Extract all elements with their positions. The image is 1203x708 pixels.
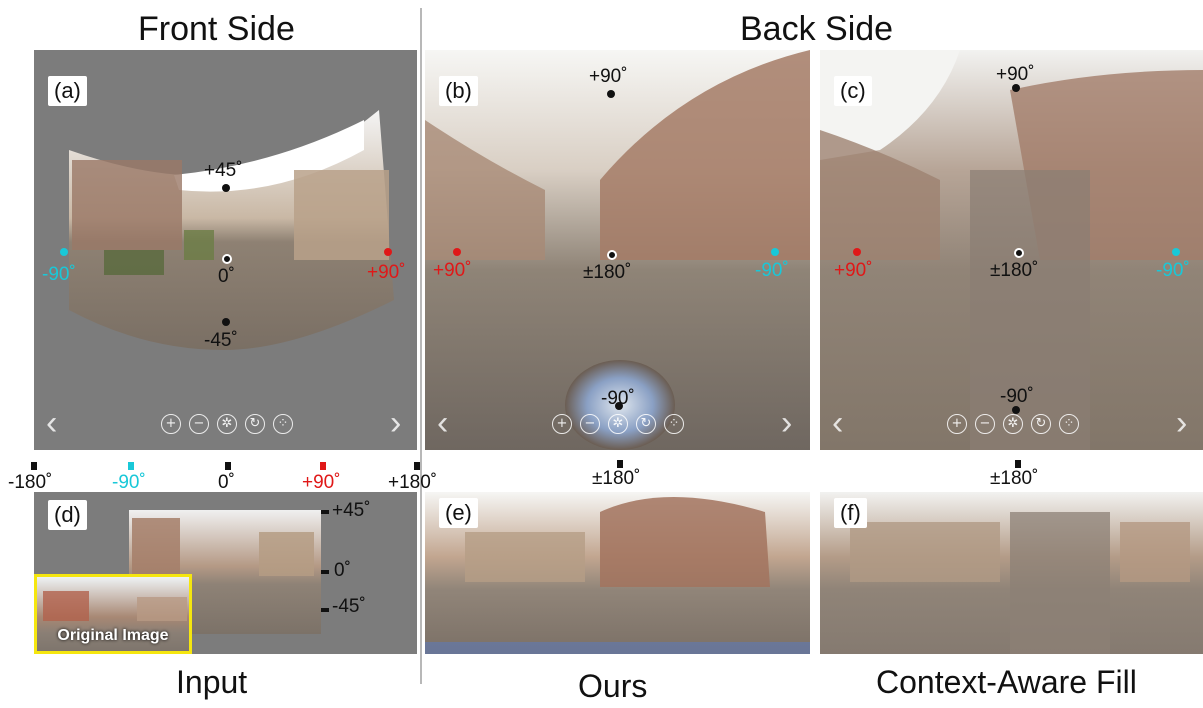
caption-context-aware-fill: Context-Aware Fill — [876, 664, 1137, 700]
panel-a-scene — [69, 110, 394, 350]
zoom-out-icon[interactable]: − — [580, 414, 600, 434]
center-icon[interactable]: ✲ — [608, 414, 628, 434]
rotate-icon[interactable]: ↻ — [245, 414, 265, 434]
panel-b-label-right: -90˚ — [755, 260, 789, 281]
panel-a-prev-button[interactable]: ‹ — [46, 404, 58, 442]
panel-b-dot-right — [771, 248, 779, 256]
panel-b-label-center: ±180˚ — [583, 262, 632, 283]
panel-b-controls: + − ✲ ↻ ⁘ — [552, 414, 684, 434]
panel-a-label-right: +90˚ — [367, 262, 406, 283]
panel-c-dot-left — [853, 248, 861, 256]
panel-b-label-bottom: -90˚ — [601, 388, 635, 409]
original-image-scene — [37, 577, 189, 651]
vaxis-label-p45: +45˚ — [332, 500, 371, 521]
panel-f-tag: (f) — [834, 498, 867, 528]
panel-c-prev-button[interactable]: ‹ — [832, 404, 844, 442]
panel-c-label-top: +90˚ — [996, 64, 1035, 85]
panel-b-tag: (b) — [439, 76, 478, 106]
axis-tick-p90 — [320, 462, 326, 470]
panel-c-label-center: ±180˚ — [990, 260, 1039, 281]
axis-label-p90: +90˚ — [302, 472, 341, 493]
panel-f: (f) — [820, 492, 1203, 654]
panel-c-label-bottom: -90˚ — [1000, 386, 1034, 407]
panel-f-top-label: ±180˚ — [990, 468, 1039, 489]
panel-a-dot-bottom — [222, 318, 230, 326]
panel-c-controls: + − ✲ ↻ ⁘ — [947, 414, 1079, 434]
front-side-heading: Front Side — [138, 10, 295, 48]
panel-e-tag: (e) — [439, 498, 478, 528]
zoom-in-icon[interactable]: + — [552, 414, 572, 434]
rotate-icon[interactable]: ↻ — [1031, 414, 1051, 434]
panel-d: (d) +45˚ 0˚ -45˚ Original Image — [34, 492, 417, 654]
fullscreen-icon[interactable]: ⁘ — [664, 414, 684, 434]
zoom-in-icon[interactable]: + — [161, 414, 181, 434]
panel-b-prev-button[interactable]: ‹ — [437, 404, 449, 442]
panel-c-next-button[interactable]: › — [1176, 404, 1188, 442]
vaxis-label-m45: -45˚ — [332, 596, 366, 617]
panel-f-scene — [820, 492, 1203, 654]
panel-c-dot-center — [1014, 248, 1024, 258]
fullscreen-icon[interactable]: ⁘ — [273, 414, 293, 434]
vaxis-tick-zero — [321, 570, 329, 574]
zoom-out-icon[interactable]: − — [975, 414, 995, 434]
original-image-thumbnail: Original Image — [34, 574, 192, 654]
axis-label-zero: 0˚ — [218, 472, 235, 493]
caption-ours: Ours — [578, 668, 648, 704]
rotate-icon[interactable]: ↻ — [636, 414, 656, 434]
panel-b-dot-center — [607, 250, 617, 260]
panel-e-scene — [425, 492, 810, 654]
panel-b-scene — [425, 50, 810, 450]
panel-e-top-tick — [617, 460, 623, 468]
axis-tick-p180 — [414, 462, 420, 470]
panel-e-top-label: ±180˚ — [592, 468, 641, 489]
divider-line — [420, 8, 422, 684]
panel-b-label-left: +90˚ — [433, 260, 472, 281]
panel-b: (b) +90˚ ±180˚ +90˚ -90˚ -90˚ ‹ › + − ✲ … — [425, 50, 810, 450]
panel-c-dot-right — [1172, 248, 1180, 256]
panel-c-dot-top — [1012, 84, 1020, 92]
axis-label-m180: -180˚ — [8, 472, 53, 493]
original-image-label: Original Image — [57, 627, 169, 644]
panel-c-dot-bottom — [1012, 406, 1020, 414]
panel-b-dot-top — [607, 90, 615, 98]
panel-b-next-button[interactable]: › — [781, 404, 793, 442]
panel-a-dot-right — [384, 248, 392, 256]
panel-a-dot-center — [222, 254, 232, 264]
panel-a: (a) +45˚ 0˚ -45˚ -90˚ +90˚ ‹ › + − ✲ ↻ ⁘ — [34, 50, 417, 450]
fullscreen-icon[interactable]: ⁘ — [1059, 414, 1079, 434]
axis-label-m90: -90˚ — [112, 472, 146, 493]
panel-d-tag: (d) — [48, 500, 87, 530]
panel-a-next-button[interactable]: › — [390, 404, 402, 442]
panel-c: (c) +90˚ ±180˚ +90˚ -90˚ -90˚ ‹ › + − ✲ … — [820, 50, 1203, 450]
axis-tick-m90 — [128, 462, 134, 470]
panel-a-controls: + − ✲ ↻ ⁘ — [161, 414, 293, 434]
panel-c-label-left: +90˚ — [834, 260, 873, 281]
axis-tick-zero — [225, 462, 231, 470]
panel-b-dot-left — [453, 248, 461, 256]
caption-input: Input — [176, 664, 248, 700]
panel-a-tag: (a) — [48, 76, 87, 106]
back-side-heading: Back Side — [740, 10, 894, 48]
panel-e: (e) — [425, 492, 810, 654]
panel-a-label-left: -90˚ — [42, 264, 76, 285]
panel-b-dot-bottom — [615, 402, 623, 410]
vaxis-label-zero: 0˚ — [334, 560, 351, 581]
axis-tick-m180 — [31, 462, 37, 470]
vaxis-tick-m45 — [321, 608, 329, 612]
zoom-out-icon[interactable]: − — [189, 414, 209, 434]
center-icon[interactable]: ✲ — [217, 414, 237, 434]
panel-c-label-right: -90˚ — [1156, 260, 1190, 281]
panel-a-label-top: +45˚ — [204, 160, 243, 181]
panel-b-label-top: +90˚ — [589, 66, 628, 87]
panel-c-tag: (c) — [834, 76, 872, 106]
zoom-in-icon[interactable]: + — [947, 414, 967, 434]
center-icon[interactable]: ✲ — [1003, 414, 1023, 434]
panel-a-dot-top — [222, 184, 230, 192]
vaxis-tick-p45 — [321, 510, 329, 514]
panel-a-dot-left — [60, 248, 68, 256]
panel-f-top-tick — [1015, 460, 1021, 468]
axis-label-p180: +180˚ — [388, 472, 438, 493]
panel-a-label-center: 0˚ — [218, 266, 235, 287]
panel-a-label-bottom: -45˚ — [204, 330, 238, 351]
